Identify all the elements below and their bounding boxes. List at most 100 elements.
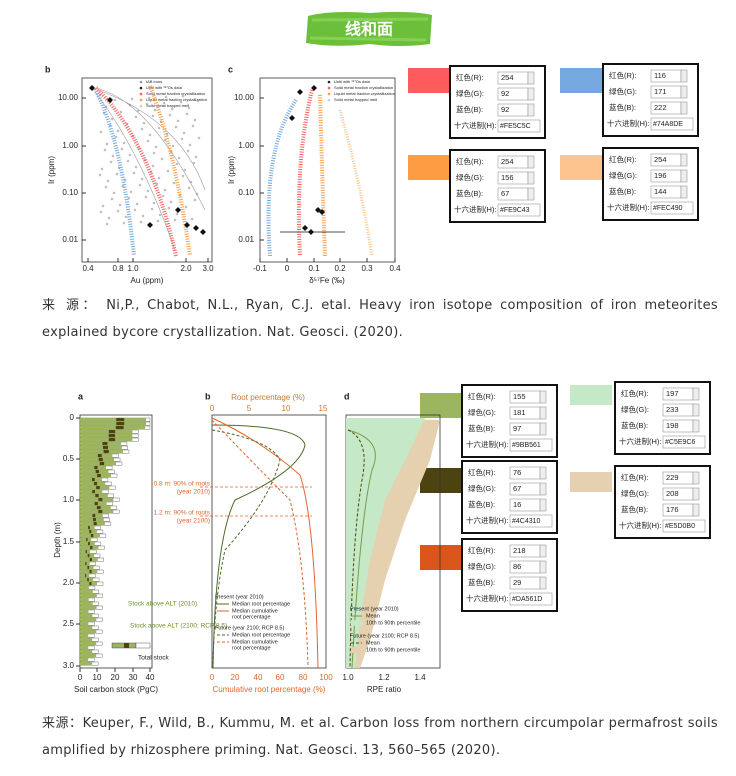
spinner[interactable]	[692, 487, 700, 501]
spinner[interactable]	[539, 576, 547, 590]
bar-dark	[93, 518, 96, 522]
bar-green	[80, 642, 97, 646]
bar-green	[80, 430, 133, 434]
field-label: 绿色(G):	[621, 488, 649, 498]
scatter-dot	[151, 164, 155, 168]
spinner[interactable]	[527, 155, 535, 169]
bar-dark	[85, 550, 87, 554]
bar-green	[80, 566, 94, 570]
spinner[interactable]	[527, 103, 535, 117]
spinner[interactable]	[680, 101, 688, 115]
scatter-dot	[177, 156, 181, 160]
legend-text: Mean	[366, 640, 380, 646]
bar-dark	[95, 470, 100, 474]
x-tick-label: 0	[210, 673, 215, 682]
x-tick-label: -0.1	[253, 264, 267, 273]
spinner[interactable]	[680, 85, 688, 99]
axes-frame	[211, 414, 327, 669]
spinner[interactable]	[680, 169, 688, 183]
bar-green	[80, 550, 91, 554]
curve	[211, 417, 319, 669]
hex-text: #FE9C43	[500, 207, 530, 214]
field-label: 绿色(G):	[468, 483, 496, 493]
x-tick-label: 30	[129, 673, 138, 682]
field-label: 蓝色(B):	[468, 423, 495, 433]
x-tick-label: 0	[78, 673, 83, 682]
field-label: 红色(R):	[456, 72, 484, 82]
spinner[interactable]	[692, 387, 700, 401]
spinner[interactable]	[692, 471, 700, 485]
bar-dark	[89, 530, 92, 534]
scatter-dot	[128, 153, 132, 157]
spinner[interactable]	[680, 69, 688, 83]
curve	[296, 89, 314, 257]
caption: 来 源： Ni,P., Chabot, N.L., Ryan, C.J. eta…	[42, 298, 718, 340]
spinner[interactable]	[692, 403, 700, 417]
scatter-dot	[181, 174, 185, 178]
spinner[interactable]	[539, 560, 547, 574]
color-swatch	[420, 393, 462, 418]
scatter-dot	[172, 181, 176, 185]
field-label: 蓝色(B):	[468, 577, 495, 587]
spinner[interactable]	[527, 171, 535, 185]
spinner[interactable]	[692, 503, 700, 517]
hex-field[interactable]	[509, 438, 553, 452]
legend-text: Solid metal fraction crystallization	[146, 91, 205, 96]
hex-field[interactable]	[497, 203, 541, 217]
hex-field[interactable]	[662, 435, 706, 449]
spinner[interactable]	[527, 87, 535, 101]
spinner[interactable]	[680, 185, 688, 199]
panel-label: b	[205, 391, 211, 401]
diamond	[319, 209, 325, 215]
value-text: 254	[501, 157, 514, 166]
scatter-dot	[157, 126, 161, 130]
value-text: 196	[654, 171, 667, 180]
spinner[interactable]	[539, 544, 547, 558]
x-axis-label: Au (ppm)	[131, 276, 164, 285]
spinner[interactable]	[539, 466, 547, 480]
field-label: 十六进制(H):	[619, 436, 662, 446]
scatter-dot	[174, 125, 178, 129]
hex-field[interactable]	[662, 519, 706, 533]
spinner[interactable]	[539, 390, 547, 404]
bar-dark	[90, 534, 94, 538]
bar-dark	[95, 494, 99, 498]
y-tick-label: 1.5	[63, 537, 75, 546]
hex-field[interactable]	[509, 592, 553, 606]
hex-field[interactable]	[650, 201, 694, 215]
spinner[interactable]	[539, 422, 547, 436]
spinner[interactable]	[539, 406, 547, 420]
value-text: 229	[666, 473, 679, 482]
bar-green	[80, 586, 89, 590]
spinner[interactable]	[680, 153, 688, 167]
spinner[interactable]	[539, 498, 547, 512]
scatter-dot	[153, 108, 157, 112]
legend-text: Present (year 2010)	[350, 606, 399, 612]
scatter-dot	[164, 95, 168, 99]
bar-green	[80, 630, 97, 634]
spinner[interactable]	[692, 419, 700, 433]
bar-green	[80, 494, 108, 498]
scatter-dot	[103, 148, 107, 152]
scatter-dot	[109, 160, 113, 164]
field-label: 蓝色(B):	[609, 102, 636, 112]
spinner[interactable]	[527, 187, 535, 201]
color-swatch	[560, 68, 602, 93]
diamond	[297, 89, 303, 95]
hex-field[interactable]	[497, 119, 541, 133]
legend-text: Median root percentage	[232, 601, 290, 607]
hex-field[interactable]	[650, 117, 694, 131]
scatter-dot	[146, 139, 150, 143]
color-swatch	[408, 155, 450, 180]
bar-dark	[108, 430, 116, 434]
legend-marker	[139, 80, 143, 84]
bar-green	[80, 614, 93, 618]
bar-green	[80, 578, 94, 582]
bar-green	[80, 518, 104, 522]
spinner[interactable]	[539, 482, 547, 496]
spinner[interactable]	[527, 71, 535, 85]
hex-field[interactable]	[509, 514, 553, 528]
x-tick-label: 80	[299, 673, 308, 682]
legend-marker	[139, 98, 143, 102]
scatter-dot	[161, 194, 165, 198]
